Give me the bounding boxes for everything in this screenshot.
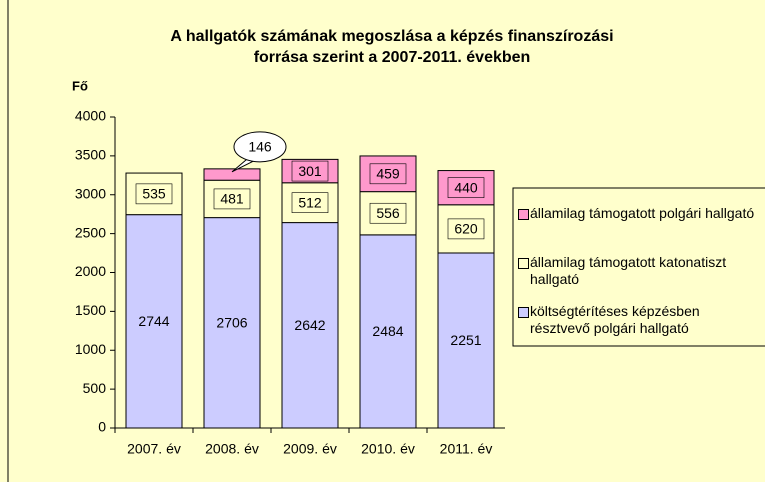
data-label: 535 [142,186,166,202]
x-tick-label: 2009. év [283,441,337,457]
legend-swatch [518,307,529,318]
data-label-box [291,192,329,213]
legend-box [512,187,765,347]
x-tick-label: 2007. év [127,441,181,457]
chart-title: A hallgatók számának megoszlása a képzés… [170,28,613,45]
x-tick-label: 2011. év [440,441,493,457]
data-label-box [135,183,173,205]
data-label: 2251 [450,332,481,348]
data-label: 556 [376,205,400,221]
y-tick-label: 2000 [75,263,106,279]
chart-title: forrása szerint a 2007-2011. években [254,49,531,66]
y-tick-label: 0 [98,419,106,435]
legend-swatch [518,258,529,269]
bar-segment [125,214,183,429]
legend-swatch [518,209,529,220]
callout [251,152,260,159]
y-axis-label: Fő [72,78,88,93]
data-label-box [447,177,485,198]
x-tick-label: 2010. év [361,441,415,457]
y-tick-label: 1500 [75,302,106,318]
bar-segment [281,222,339,429]
data-label: 512 [298,194,322,210]
y-tick-label: 2500 [75,224,106,240]
legend-label: államilag támogatott polgári hallgató [530,205,755,221]
data-label-box [447,218,485,240]
data-label-box [291,160,329,182]
y-tick-label: 3500 [75,147,106,163]
data-label-box [213,188,251,210]
callout [233,131,287,163]
data-label-box [369,202,407,224]
y-tick-label: 4000 [75,108,106,124]
y-tick-label: 1000 [75,341,106,357]
data-label: 301 [298,163,322,179]
x-tick-label: 2008. év [205,441,259,457]
legend-label: költségtérítéses képzésben résztvevő pol… [530,303,700,336]
bar-segment [437,252,495,429]
y-tick-label: 500 [83,380,107,396]
data-label: 481 [220,191,244,207]
data-label: 2484 [372,323,403,339]
data-label: 2642 [294,317,325,333]
data-label: 620 [454,221,478,237]
data-label: 459 [376,165,400,181]
data-label: 2744 [138,313,169,329]
legend-label: államilag támogatott katonatiszt hallgat… [530,254,727,287]
bar-segment [203,168,261,181]
data-label: 146 [248,139,272,155]
data-label-box [369,163,407,185]
y-tick-label: 3000 [75,185,106,201]
data-label: 2706 [216,315,247,331]
data-label: 440 [454,179,478,195]
